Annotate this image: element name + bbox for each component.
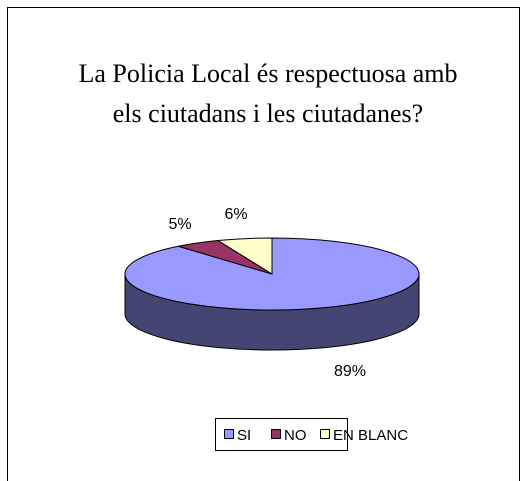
legend-swatch: [320, 429, 330, 439]
legend-swatch: [271, 429, 281, 439]
legend-label: NO: [284, 427, 307, 444]
legend-label: SI: [237, 427, 251, 444]
chart-title: els ciutadans i les ciutadanes?: [113, 99, 423, 128]
legend-swatch: [224, 429, 234, 439]
legend-label: EN BLANC: [333, 427, 408, 444]
pie-slice: [216, 237, 273, 275]
data-label: 6%: [224, 206, 247, 223]
chart-title: La Policia Local és respectuosa amb: [78, 59, 457, 88]
data-label: 89%: [334, 363, 366, 380]
data-label: 5%: [168, 216, 191, 233]
